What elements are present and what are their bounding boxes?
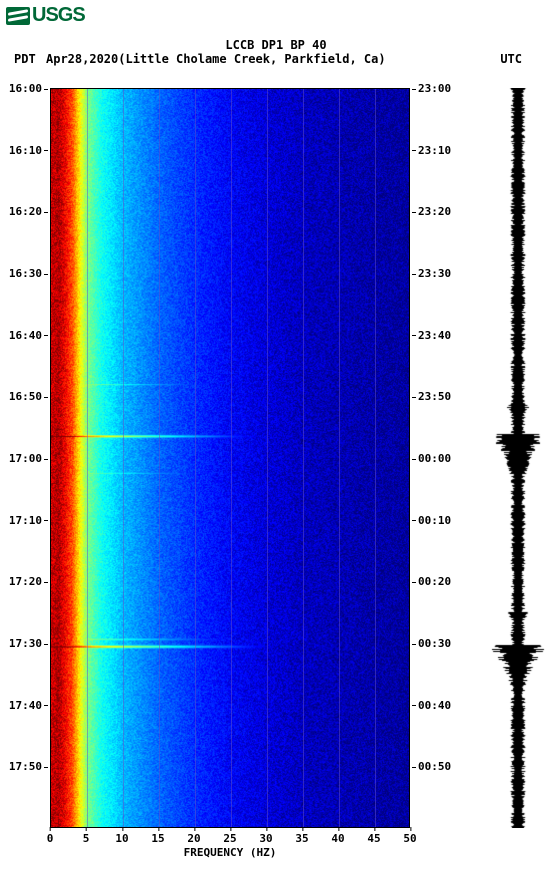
logo-text: USGS xyxy=(32,4,85,27)
ytick-right: 23:20 xyxy=(418,205,451,218)
ytick-left: 17:10 xyxy=(9,514,42,527)
xtick: 10 xyxy=(115,832,128,845)
ytick-right: 00:10 xyxy=(418,514,451,527)
date-location: Apr28,2020(Little Cholame Creek, Parkfie… xyxy=(46,52,386,66)
ytick-right: 23:40 xyxy=(418,329,451,342)
usgs-logo: USGS xyxy=(6,4,85,27)
ytick-left: 17:30 xyxy=(9,637,42,650)
usgs-wave-icon xyxy=(6,7,30,25)
gridline xyxy=(195,89,196,827)
gridline xyxy=(267,89,268,827)
x-axis-label: FREQUENCY (HZ) xyxy=(184,846,277,859)
xtick: 15 xyxy=(151,832,164,845)
ytick-right: 00:30 xyxy=(418,637,451,650)
xtick: 20 xyxy=(187,832,200,845)
ytick-left: 17:40 xyxy=(9,699,42,712)
ytick-left: 17:50 xyxy=(9,760,42,773)
y-axis-left: 16:0016:1016:2016:3016:4016:5017:0017:10… xyxy=(0,88,48,828)
y-axis-right: 23:0023:1023:2023:3023:4023:5000:0000:10… xyxy=(412,88,460,828)
gridline xyxy=(303,89,304,827)
ytick-left: 16:00 xyxy=(9,82,42,95)
ytick-right: 00:40 xyxy=(418,699,451,712)
gridline xyxy=(339,89,340,827)
ytick-right: 23:30 xyxy=(418,267,451,280)
seismogram-canvas xyxy=(490,88,546,828)
xtick: 25 xyxy=(223,832,236,845)
spectrogram-plot xyxy=(50,88,410,828)
ytick-right: 23:00 xyxy=(418,82,451,95)
xtick: 50 xyxy=(403,832,416,845)
chart-titles: LCCB DP1 BP 40 PDT Apr28,2020(Little Cho… xyxy=(0,38,552,52)
ytick-left: 17:00 xyxy=(9,452,42,465)
xtick: 45 xyxy=(367,832,380,845)
xtick: 40 xyxy=(331,832,344,845)
ytick-left: 16:20 xyxy=(9,205,42,218)
ytick-left: 16:40 xyxy=(9,329,42,342)
ytick-right: 00:50 xyxy=(418,760,451,773)
ytick-right: 23:10 xyxy=(418,144,451,157)
gridline xyxy=(231,89,232,827)
spectrogram-canvas xyxy=(51,89,409,827)
ytick-right: 00:00 xyxy=(418,452,451,465)
tz-left-label: PDT xyxy=(14,52,36,66)
xtick: 30 xyxy=(259,832,272,845)
ytick-left: 16:10 xyxy=(9,144,42,157)
seismogram-panel xyxy=(490,88,546,828)
x-axis: FREQUENCY (HZ) 05101520253035404550 xyxy=(50,828,410,868)
gridline xyxy=(87,89,88,827)
ytick-right: 23:50 xyxy=(418,390,451,403)
chart-title-line1: LCCB DP1 BP 40 xyxy=(0,38,552,52)
xtick: 35 xyxy=(295,832,308,845)
xtick: 5 xyxy=(83,832,90,845)
gridline xyxy=(159,89,160,827)
ytick-left: 16:50 xyxy=(9,390,42,403)
tz-right-label: UTC xyxy=(500,52,522,66)
gridline xyxy=(375,89,376,827)
ytick-left: 17:20 xyxy=(9,575,42,588)
ytick-right: 00:20 xyxy=(418,575,451,588)
gridline xyxy=(123,89,124,827)
xtick: 0 xyxy=(47,832,54,845)
ytick-left: 16:30 xyxy=(9,267,42,280)
